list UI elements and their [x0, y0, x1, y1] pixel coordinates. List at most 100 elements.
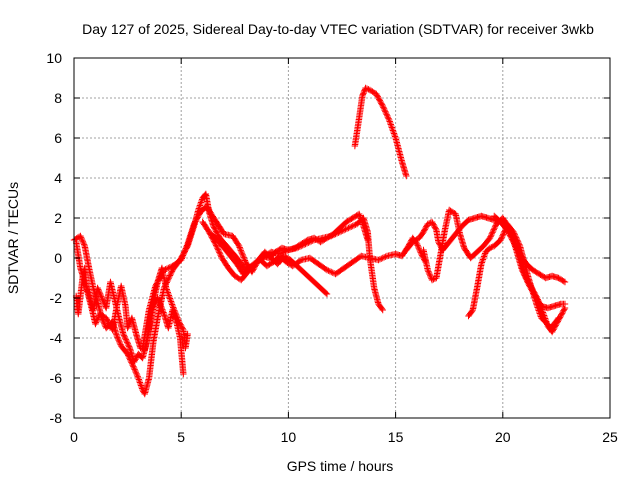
- data-point-marker: [155, 296, 162, 303]
- y-tick-label: 10: [46, 50, 62, 66]
- data-point-marker: [480, 254, 487, 262]
- data-point-marker: [212, 242, 220, 249]
- data-point-marker: [213, 229, 221, 236]
- data-point-marker: [211, 225, 218, 232]
- data-point-marker: [237, 247, 245, 254]
- data-point-marker: [350, 222, 358, 229]
- data-point-marker: [349, 222, 356, 230]
- data-point-marker: [491, 223, 499, 230]
- data-point-marker: [365, 86, 372, 93]
- data-point-marker: [103, 316, 111, 323]
- data-point-marker: [358, 218, 366, 225]
- data-point-marker: [132, 367, 139, 375]
- data-point-marker: [356, 212, 363, 219]
- data-point-marker: [238, 250, 246, 257]
- data-point-marker: [500, 231, 507, 238]
- data-point-marker: [323, 290, 331, 298]
- data-point-marker: [239, 252, 247, 260]
- data-point-marker: [379, 306, 386, 314]
- data-point-marker: [125, 323, 132, 330]
- x-tick-label: 10: [281, 429, 297, 445]
- data-point-marker: [498, 235, 505, 242]
- data-point-marker: [116, 339, 124, 347]
- data-point-marker: [133, 370, 140, 377]
- data-point-marker: [555, 314, 562, 322]
- series-track-6: [208, 210, 371, 278]
- data-point-marker: [561, 278, 569, 286]
- data-point-marker: [548, 328, 556, 336]
- data-point-marker: [510, 230, 518, 237]
- data-point-marker: [218, 253, 225, 260]
- data-point-marker: [430, 276, 437, 283]
- data-point-marker: [132, 369, 140, 376]
- data-point-marker: [515, 240, 522, 247]
- data-point-marker: [137, 380, 144, 388]
- data-point-marker: [415, 245, 423, 252]
- data-point-marker: [430, 222, 438, 230]
- data-point-marker: [323, 266, 331, 274]
- data-point-marker: [510, 228, 517, 236]
- data-point-marker: [168, 301, 176, 308]
- data-point-marker: [357, 215, 364, 222]
- data-point-marker: [342, 226, 349, 233]
- data-point-marker: [163, 286, 170, 293]
- data-point-marker: [157, 272, 165, 279]
- data-point-marker: [166, 272, 174, 279]
- data-point-marker: [158, 270, 166, 278]
- x-tick-label: 15: [388, 429, 404, 445]
- y-tick-label: -6: [50, 370, 63, 386]
- data-point-marker: [296, 257, 304, 265]
- data-point-marker: [359, 221, 367, 228]
- data-point-marker: [328, 268, 335, 276]
- y-tick-label: 6: [54, 130, 62, 146]
- data-point-marker: [513, 235, 520, 243]
- data-point-marker: [481, 251, 488, 259]
- data-point-marker: [389, 127, 397, 134]
- data-point-marker: [497, 236, 504, 244]
- data-point-marker: [191, 219, 198, 226]
- data-point-marker: [193, 215, 201, 222]
- data-point-marker: [479, 257, 486, 265]
- data-point-marker: [131, 366, 138, 373]
- data-point-marker: [386, 118, 393, 125]
- data-point-marker: [157, 303, 165, 310]
- data-point-marker: [165, 264, 172, 272]
- data-point-marker: [375, 94, 382, 102]
- data-point-marker: [132, 356, 139, 363]
- data-point-marker: [343, 225, 351, 232]
- data-point-marker: [164, 287, 171, 295]
- data-point-marker: [384, 114, 392, 121]
- series-track-7: [351, 84, 410, 180]
- data-point-marker: [113, 332, 121, 340]
- data-point-marker: [558, 311, 565, 318]
- series-track-3: [72, 264, 187, 378]
- x-tick-label: 0: [70, 429, 78, 445]
- data-point-marker: [357, 213, 364, 221]
- data-point-marker: [385, 116, 393, 124]
- data-point-marker: [167, 298, 175, 305]
- data-point-marker: [488, 232, 495, 239]
- data-point-marker: [204, 204, 211, 211]
- data-point-marker: [180, 250, 187, 258]
- data-point-marker: [167, 296, 174, 304]
- data-point-marker: [134, 373, 141, 380]
- data-point-marker: [380, 104, 387, 111]
- data-point-marker: [486, 244, 494, 252]
- data-point-marker: [516, 241, 523, 248]
- chart-title: Day 127 of 2025, Sidereal Day-to-day VTE…: [82, 21, 594, 37]
- data-point-marker: [490, 226, 497, 233]
- data-point-marker: [182, 245, 190, 252]
- data-point-marker: [382, 108, 389, 115]
- data-point-marker: [96, 289, 103, 296]
- data-point-marker: [192, 218, 199, 225]
- data-point-marker: [197, 199, 205, 206]
- data-point-marker: [130, 363, 137, 370]
- y-axis-label: SDTVAR / TECUs: [5, 182, 21, 294]
- data-point-marker: [105, 318, 112, 326]
- data-point-marker: [125, 343, 133, 350]
- data-point-marker: [196, 202, 204, 209]
- data-point-marker: [428, 218, 436, 226]
- data-point-marker: [114, 335, 122, 343]
- x-axis-label: GPS time / hours: [287, 458, 394, 474]
- data-point-marker: [375, 256, 382, 264]
